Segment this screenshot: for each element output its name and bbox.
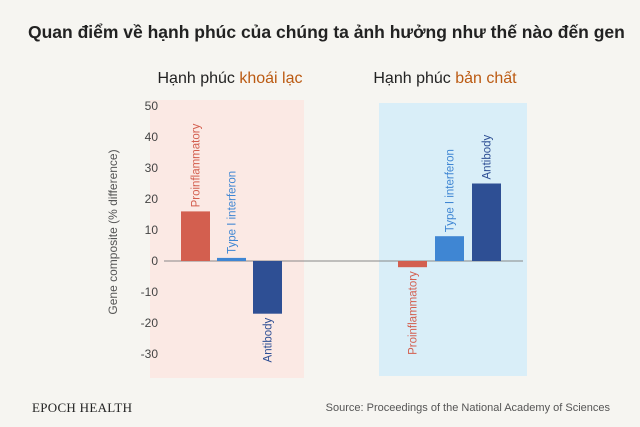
brand-logo: EPOCH HEALTH	[32, 400, 133, 415]
group-label-eudaimonic: Hạnh phúc bản chất	[373, 70, 517, 87]
y-tick-label: 50	[145, 99, 159, 113]
bar-label-antibody: Antibody	[482, 134, 494, 179]
bar-label-proinflammatory: Proinflammatory	[408, 271, 420, 355]
bar-proinflammatory-eudaimonic	[398, 261, 427, 268]
bar-type-i-interferon-hedonic	[217, 257, 246, 261]
y-tick-label: 30	[145, 161, 159, 175]
y-tick-label: -30	[141, 347, 159, 361]
chart-title: Quan điểm về hạnh phúc của chúng ta ảnh …	[28, 22, 625, 42]
bar-label-proinflammatory: Proinflammatory	[191, 123, 203, 207]
bar-antibody-eudaimonic	[472, 183, 501, 261]
y-tick-label: 10	[145, 223, 159, 237]
source-note: Source: Proceedings of the National Acad…	[325, 402, 610, 414]
panel-hedonic	[150, 100, 304, 378]
y-tick-label: 0	[151, 254, 158, 268]
bar-type-i-interferon-eudaimonic	[435, 236, 464, 261]
bar-label-type-i-interferon: Type I interferon	[445, 149, 457, 232]
group-label-hedonic: Hạnh phúc khoái lạc	[158, 70, 303, 87]
y-tick-label: 20	[145, 192, 159, 206]
y-axis-label: Gene composite (% difference)	[106, 149, 120, 314]
bar-antibody-hedonic	[253, 261, 282, 314]
y-tick-label: -10	[141, 285, 159, 299]
y-tick-label: 40	[145, 130, 159, 144]
y-tick-label: -20	[141, 316, 159, 330]
bar-label-antibody: Antibody	[263, 317, 275, 362]
bar-proinflammatory-hedonic	[181, 211, 210, 261]
bar-label-type-i-interferon: Type I interferon	[227, 171, 239, 254]
